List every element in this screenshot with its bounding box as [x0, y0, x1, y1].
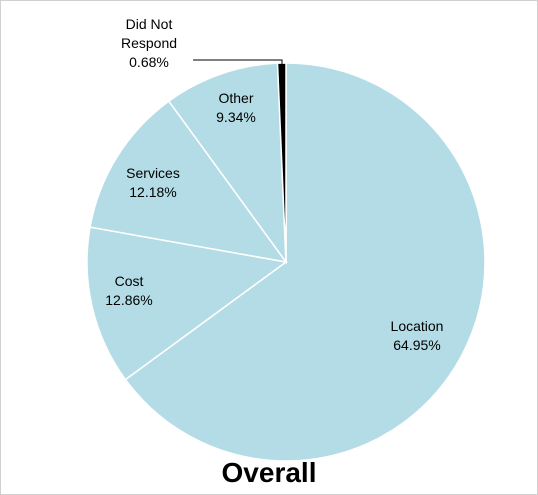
pie-slice — [167, 62, 287, 265]
slice-value: 12.86% — [105, 292, 153, 308]
pie-slice — [86, 226, 288, 381]
leader-line — [193, 59, 283, 65]
slice-value: 12.18% — [129, 184, 177, 200]
slice-value: 64.95% — [393, 337, 441, 353]
pie-slice — [89, 100, 288, 264]
pie-slice — [124, 62, 486, 462]
slice-value: 0.68% — [129, 54, 169, 70]
slice-name: Other — [218, 90, 254, 106]
slice-name: Cost — [114, 273, 144, 289]
slice-label: Other 9.34% — [191, 89, 281, 127]
slice-name: Services — [126, 165, 180, 181]
slice-label: Cost 12.86% — [84, 272, 174, 310]
slice-name: Did Not Respond — [120, 16, 178, 51]
slice-label: Location 64.95% — [372, 317, 462, 355]
slice-label: Services 12.18% — [108, 164, 198, 202]
slice-value: 9.34% — [216, 109, 256, 125]
slice-name: Location — [390, 318, 444, 334]
slice-label: Did Not Respond 0.68% — [114, 15, 184, 72]
chart-title: Overall — [221, 457, 317, 488]
